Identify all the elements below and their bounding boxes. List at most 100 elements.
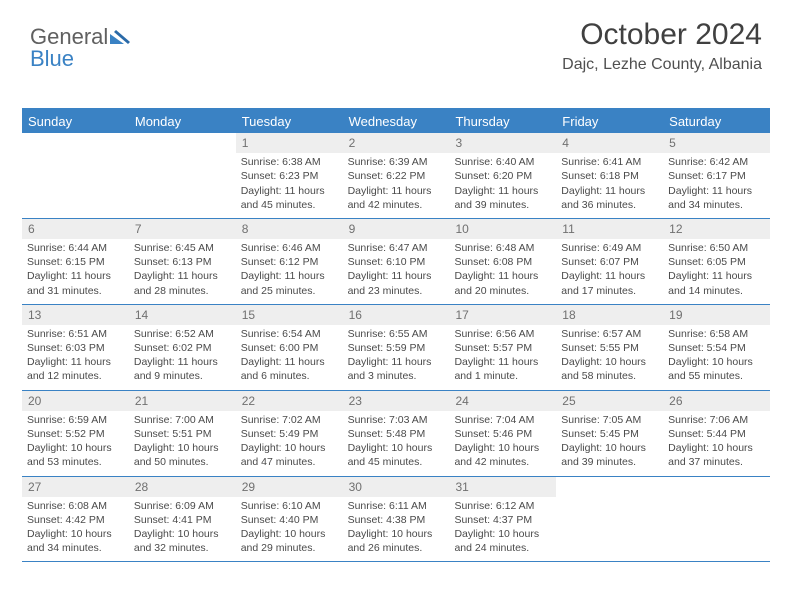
day-number: 29	[236, 477, 343, 497]
weekday-header: Tuesday	[236, 110, 343, 133]
day-info: Sunrise: 6:56 AMSunset: 5:57 PMDaylight:…	[449, 325, 556, 390]
day-info: Sunrise: 6:47 AMSunset: 6:10 PMDaylight:…	[343, 239, 450, 304]
sunset-line: Sunset: 4:38 PM	[348, 513, 445, 527]
calendar-cell: 23Sunrise: 7:03 AMSunset: 5:48 PMDayligh…	[343, 391, 450, 476]
calendar-cell: 7Sunrise: 6:45 AMSunset: 6:13 PMDaylight…	[129, 219, 236, 304]
weekday-header: Saturday	[663, 110, 770, 133]
day-info: Sunrise: 6:12 AMSunset: 4:37 PMDaylight:…	[449, 497, 556, 562]
sunset-line: Sunset: 6:15 PM	[27, 255, 124, 269]
sunset-line: Sunset: 4:40 PM	[241, 513, 338, 527]
sunset-line: Sunset: 5:57 PM	[454, 341, 551, 355]
sunset-line: Sunset: 4:37 PM	[454, 513, 551, 527]
sunset-line: Sunset: 6:03 PM	[27, 341, 124, 355]
sunrise-line: Sunrise: 6:46 AM	[241, 241, 338, 255]
day-info: Sunrise: 7:00 AMSunset: 5:51 PMDaylight:…	[129, 411, 236, 476]
day-number: 4	[556, 133, 663, 153]
sunrise-line: Sunrise: 7:05 AM	[561, 413, 658, 427]
day-info: Sunrise: 6:49 AMSunset: 6:07 PMDaylight:…	[556, 239, 663, 304]
day-number: 16	[343, 305, 450, 325]
calendar-grid: SundayMondayTuesdayWednesdayThursdayFrid…	[22, 108, 770, 562]
day-info: Sunrise: 6:58 AMSunset: 5:54 PMDaylight:…	[663, 325, 770, 390]
sunset-line: Sunset: 5:55 PM	[561, 341, 658, 355]
calendar-cell: 16Sunrise: 6:55 AMSunset: 5:59 PMDayligh…	[343, 305, 450, 390]
day-number: 2	[343, 133, 450, 153]
sunrise-line: Sunrise: 6:40 AM	[454, 155, 551, 169]
sunrise-line: Sunrise: 7:03 AM	[348, 413, 445, 427]
daylight-line: Daylight: 11 hours and 39 minutes.	[454, 184, 551, 212]
calendar-cell: 24Sunrise: 7:04 AMSunset: 5:46 PMDayligh…	[449, 391, 556, 476]
day-info: Sunrise: 6:51 AMSunset: 6:03 PMDaylight:…	[22, 325, 129, 390]
sunrise-line: Sunrise: 6:38 AM	[241, 155, 338, 169]
sunset-line: Sunset: 6:23 PM	[241, 169, 338, 183]
day-info: Sunrise: 6:10 AMSunset: 4:40 PMDaylight:…	[236, 497, 343, 562]
sunrise-line: Sunrise: 6:11 AM	[348, 499, 445, 513]
day-info: Sunrise: 6:45 AMSunset: 6:13 PMDaylight:…	[129, 239, 236, 304]
sunset-line: Sunset: 6:13 PM	[134, 255, 231, 269]
calendar-week-row: 6Sunrise: 6:44 AMSunset: 6:15 PMDaylight…	[22, 219, 770, 305]
calendar-cell: 6Sunrise: 6:44 AMSunset: 6:15 PMDaylight…	[22, 219, 129, 304]
day-info: Sunrise: 6:09 AMSunset: 4:41 PMDaylight:…	[129, 497, 236, 562]
calendar-cell: 25Sunrise: 7:05 AMSunset: 5:45 PMDayligh…	[556, 391, 663, 476]
daylight-line: Daylight: 10 hours and 24 minutes.	[454, 527, 551, 555]
day-number: 12	[663, 219, 770, 239]
daylight-line: Daylight: 11 hours and 17 minutes.	[561, 269, 658, 297]
day-info: Sunrise: 7:04 AMSunset: 5:46 PMDaylight:…	[449, 411, 556, 476]
sunset-line: Sunset: 6:17 PM	[668, 169, 765, 183]
weekday-header: Thursday	[449, 110, 556, 133]
calendar-week-row: 27Sunrise: 6:08 AMSunset: 4:42 PMDayligh…	[22, 477, 770, 563]
sunset-line: Sunset: 4:41 PM	[134, 513, 231, 527]
calendar-cell: 28Sunrise: 6:09 AMSunset: 4:41 PMDayligh…	[129, 477, 236, 562]
daylight-line: Daylight: 10 hours and 58 minutes.	[561, 355, 658, 383]
page-title: October 2024	[562, 18, 762, 52]
sunrise-line: Sunrise: 6:12 AM	[454, 499, 551, 513]
sunset-line: Sunset: 6:20 PM	[454, 169, 551, 183]
page-subtitle: Dajc, Lezhe County, Albania	[562, 56, 762, 74]
sunrise-line: Sunrise: 6:39 AM	[348, 155, 445, 169]
day-info: Sunrise: 7:06 AMSunset: 5:44 PMDaylight:…	[663, 411, 770, 476]
day-info: Sunrise: 6:08 AMSunset: 4:42 PMDaylight:…	[22, 497, 129, 562]
sunrise-line: Sunrise: 6:44 AM	[27, 241, 124, 255]
sunrise-line: Sunrise: 6:54 AM	[241, 327, 338, 341]
sunset-line: Sunset: 6:08 PM	[454, 255, 551, 269]
day-number: 5	[663, 133, 770, 153]
daylight-line: Daylight: 10 hours and 39 minutes.	[561, 441, 658, 469]
day-info: Sunrise: 6:48 AMSunset: 6:08 PMDaylight:…	[449, 239, 556, 304]
sunrise-line: Sunrise: 7:00 AM	[134, 413, 231, 427]
calendar-cell: 17Sunrise: 6:56 AMSunset: 5:57 PMDayligh…	[449, 305, 556, 390]
daylight-line: Daylight: 10 hours and 29 minutes.	[241, 527, 338, 555]
daylight-line: Daylight: 11 hours and 31 minutes.	[27, 269, 124, 297]
sunset-line: Sunset: 6:02 PM	[134, 341, 231, 355]
day-number: 23	[343, 391, 450, 411]
daylight-line: Daylight: 11 hours and 1 minute.	[454, 355, 551, 383]
calendar-cell: 10Sunrise: 6:48 AMSunset: 6:08 PMDayligh…	[449, 219, 556, 304]
weekday-header: Wednesday	[343, 110, 450, 133]
calendar-cell: 30Sunrise: 6:11 AMSunset: 4:38 PMDayligh…	[343, 477, 450, 562]
calendar-cell: 13Sunrise: 6:51 AMSunset: 6:03 PMDayligh…	[22, 305, 129, 390]
daylight-line: Daylight: 11 hours and 3 minutes.	[348, 355, 445, 383]
daylight-line: Daylight: 10 hours and 26 minutes.	[348, 527, 445, 555]
daylight-line: Daylight: 11 hours and 25 minutes.	[241, 269, 338, 297]
day-info: Sunrise: 6:55 AMSunset: 5:59 PMDaylight:…	[343, 325, 450, 390]
day-info: Sunrise: 6:40 AMSunset: 6:20 PMDaylight:…	[449, 153, 556, 218]
daylight-line: Daylight: 11 hours and 20 minutes.	[454, 269, 551, 297]
sunset-line: Sunset: 5:52 PM	[27, 427, 124, 441]
calendar-cell: 29Sunrise: 6:10 AMSunset: 4:40 PMDayligh…	[236, 477, 343, 562]
calendar-cell-empty: .	[556, 477, 663, 562]
sunrise-line: Sunrise: 6:09 AM	[134, 499, 231, 513]
calendar-cell: 1Sunrise: 6:38 AMSunset: 6:23 PMDaylight…	[236, 133, 343, 218]
calendar-cell: 11Sunrise: 6:49 AMSunset: 6:07 PMDayligh…	[556, 219, 663, 304]
day-number: 24	[449, 391, 556, 411]
day-info: Sunrise: 7:03 AMSunset: 5:48 PMDaylight:…	[343, 411, 450, 476]
sunset-line: Sunset: 5:54 PM	[668, 341, 765, 355]
sunrise-line: Sunrise: 7:06 AM	[668, 413, 765, 427]
calendar-cell: 21Sunrise: 7:00 AMSunset: 5:51 PMDayligh…	[129, 391, 236, 476]
calendar-cell: 14Sunrise: 6:52 AMSunset: 6:02 PMDayligh…	[129, 305, 236, 390]
sunset-line: Sunset: 5:51 PM	[134, 427, 231, 441]
day-info: Sunrise: 6:42 AMSunset: 6:17 PMDaylight:…	[663, 153, 770, 218]
daylight-line: Daylight: 10 hours and 34 minutes.	[27, 527, 124, 555]
day-info: Sunrise: 6:38 AMSunset: 6:23 PMDaylight:…	[236, 153, 343, 218]
logo-text-2: Blue	[30, 46, 74, 72]
weekday-header: Friday	[556, 110, 663, 133]
day-number: 27	[22, 477, 129, 497]
day-number: 14	[129, 305, 236, 325]
